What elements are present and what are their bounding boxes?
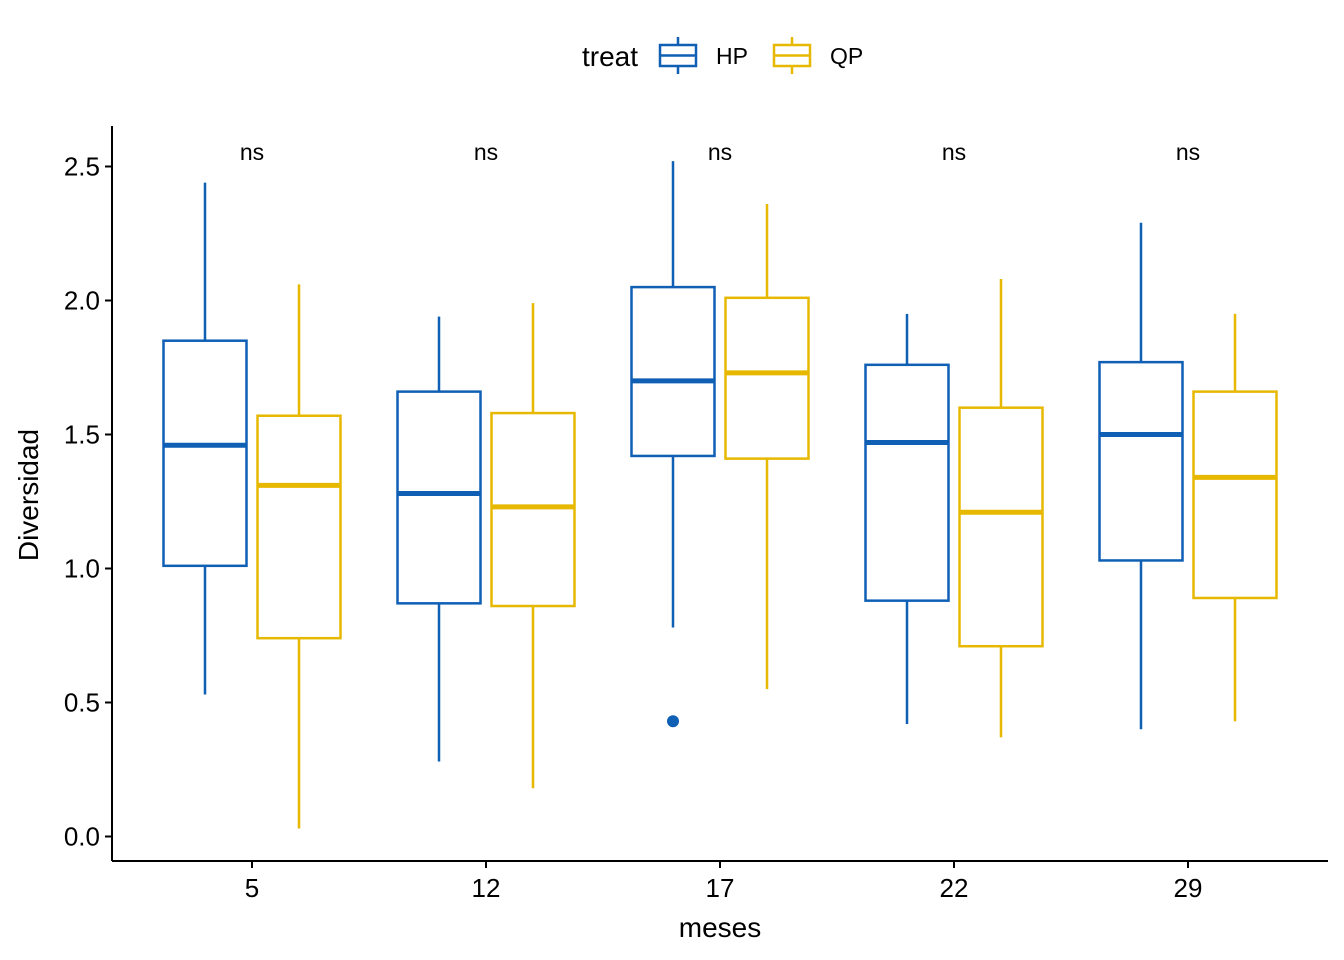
- box-QP-22: [958, 279, 1044, 738]
- significance-label: ns: [1176, 139, 1200, 165]
- annotations: ns ns ns ns ns: [240, 139, 1200, 165]
- box-iqr: [162, 339, 248, 568]
- box-HP-17: [630, 161, 716, 728]
- significance-label: ns: [474, 139, 498, 165]
- x-tick-label: 5: [245, 873, 259, 903]
- y-tick-label: 0.5: [64, 688, 100, 718]
- box-iqr: [630, 285, 716, 458]
- box-iqr: [724, 296, 810, 460]
- y-tick-label: 2.5: [64, 152, 100, 182]
- box-HP-22: [864, 313, 950, 724]
- y-tick-label: 1.5: [64, 420, 100, 450]
- box-QP-5: [256, 284, 342, 829]
- box-iqr: [396, 390, 482, 605]
- legend: treat HP QP: [582, 37, 863, 74]
- legend-label: HP: [716, 43, 748, 69]
- box-HP-12: [396, 316, 482, 762]
- x-tick-label: 29: [1174, 873, 1203, 903]
- box-QP-17: [724, 204, 810, 690]
- box-iqr: [256, 414, 342, 640]
- outlier-point: [667, 715, 679, 728]
- box-iqr: [490, 411, 576, 608]
- significance-label: ns: [942, 139, 966, 165]
- box-iqr: [1098, 360, 1184, 562]
- box-iqr: [864, 363, 950, 602]
- y-axis-title: Diversidad: [13, 429, 44, 561]
- significance-label: ns: [240, 139, 264, 165]
- x-axis-title: meses: [679, 912, 761, 943]
- legend-item-HP: HP: [658, 37, 748, 74]
- box-QP-12: [490, 303, 576, 789]
- box-iqr: [1192, 390, 1278, 600]
- box-HP-29: [1098, 222, 1184, 730]
- legend-label: QP: [830, 43, 863, 69]
- legend-title: treat: [582, 41, 638, 72]
- y-tick-label: 1.0: [64, 554, 100, 584]
- x-tick-label: 17: [706, 873, 735, 903]
- axes: 0.0 0.5 1.0 1.5 2.0 2.5 5 12 17 22 29: [64, 126, 1328, 903]
- box-QP-29: [1192, 313, 1278, 722]
- significance-label: ns: [708, 139, 732, 165]
- x-tick-label: 12: [472, 873, 501, 903]
- box-iqr: [958, 406, 1044, 648]
- box-HP-5: [162, 182, 248, 695]
- plot-area: [162, 161, 1278, 829]
- y-tick-label: 0.0: [64, 822, 100, 852]
- y-tick-label: 2.0: [64, 286, 100, 316]
- legend-item-QP: QP: [772, 37, 863, 74]
- x-tick-label: 22: [940, 873, 969, 903]
